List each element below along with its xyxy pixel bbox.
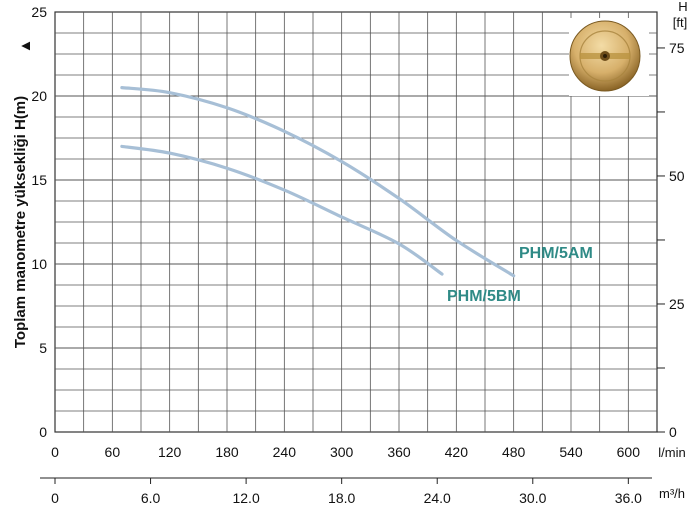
x-tick-label-m3h: 24.0 xyxy=(424,490,451,506)
x-tick-label-m3h: 18.0 xyxy=(328,490,355,506)
impeller-photo xyxy=(569,18,649,96)
series-line-phm-5am xyxy=(120,86,516,278)
x-tick-label-m3h: 0 xyxy=(51,490,59,506)
x-axis-m3h-ticks: 0 6.0 12.0 18.0 24.0 30.0 36.0 xyxy=(51,478,642,506)
y-axis-arrow: ▲ xyxy=(17,39,34,54)
right-tick-label: 75 xyxy=(669,40,685,56)
x-tick-label-lmin: 300 xyxy=(330,444,354,460)
right-tick-label: 50 xyxy=(669,168,685,184)
right-tick-label: 0 xyxy=(669,424,677,440)
x-axis-m3h-unit: m³/h xyxy=(659,486,685,501)
x-tick-label-lmin: 540 xyxy=(559,444,583,460)
series-layer xyxy=(120,86,516,278)
y-tick-label: 5 xyxy=(39,340,47,356)
x-tick-label-lmin: 120 xyxy=(158,444,182,460)
x-tick-label-lmin: 0 xyxy=(51,444,59,460)
x-tick-label-lmin: 480 xyxy=(502,444,526,460)
x-tick-label-lmin: 360 xyxy=(387,444,411,460)
y-axis-ticks: 0 5 10 15 20 25 xyxy=(31,4,47,440)
x-tick-label-lmin: 600 xyxy=(617,444,641,460)
y-tick-label: 15 xyxy=(31,172,47,188)
x-tick-label-lmin: 180 xyxy=(215,444,239,460)
y-axis-label: Toplam manometre yüksekliği H(m) xyxy=(12,96,29,348)
right-axis-ticks: 0 25 50 75 xyxy=(657,40,685,440)
series-line-phm-5bm xyxy=(120,144,444,276)
series-label-phm-5bm: PHM/5BM xyxy=(447,288,521,305)
x-axis-lmin-ticks: 0 60 120 180 240 300 360 420 480 540 600 xyxy=(51,444,640,460)
x-tick-label-lmin: 240 xyxy=(273,444,297,460)
x-axis-lmin-unit: l/min xyxy=(658,445,685,460)
x-tick-label-m3h: 12.0 xyxy=(232,490,259,506)
x-tick-label-m3h: 6.0 xyxy=(141,490,161,506)
x-tick-label-lmin: 60 xyxy=(105,444,121,460)
y-tick-label: 20 xyxy=(31,88,47,104)
x-tick-label-m3h: 30.0 xyxy=(519,490,546,506)
y-tick-label: 10 xyxy=(31,256,47,272)
grid xyxy=(55,12,657,432)
series-label-phm-5am: PHM/5AM xyxy=(519,245,593,262)
right-tick-label: 25 xyxy=(669,296,685,312)
right-axis-label-ft: [ft] xyxy=(673,15,687,30)
x-tick-label-m3h: 36.0 xyxy=(615,490,642,506)
x-tick-label-lmin: 420 xyxy=(445,444,469,460)
y-tick-label: 0 xyxy=(39,424,47,440)
right-axis-label-h: H xyxy=(678,0,687,14)
y-tick-label: 25 xyxy=(31,4,47,20)
